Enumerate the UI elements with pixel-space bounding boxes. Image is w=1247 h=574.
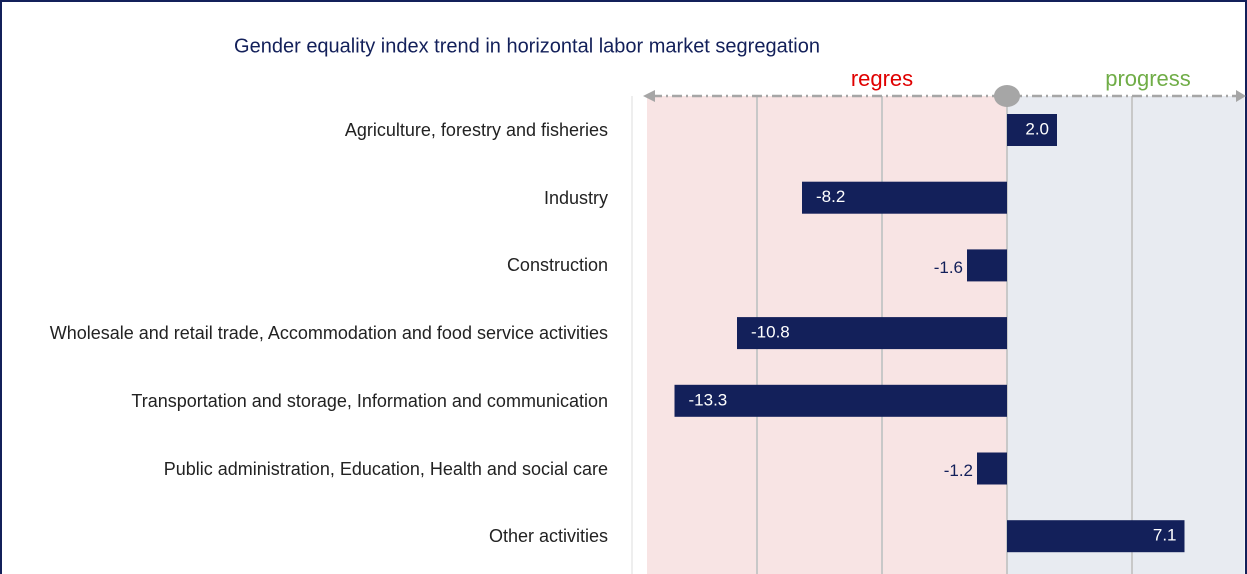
bar [674, 384, 1007, 417]
zero-marker [994, 85, 1020, 107]
bar [967, 249, 1007, 282]
category-label: Industry [543, 187, 608, 208]
category-label: Agriculture, forestry and fisheries [344, 120, 608, 140]
arrow-head-left [643, 90, 655, 102]
annotation: progress [1105, 66, 1191, 91]
chart-title: Gender equality index trend in horizonta… [234, 35, 820, 57]
data-label: -1.6 [934, 258, 963, 277]
annotation: regres [851, 66, 913, 91]
category-label: Transportation and storage, Information … [131, 390, 608, 411]
data-label: -1.2 [944, 461, 973, 480]
bar [1007, 114, 1057, 146]
progress-zone [1007, 96, 1245, 574]
category-label: Construction [506, 255, 608, 276]
bar [737, 317, 1007, 350]
data-label: 7.1 [1153, 526, 1177, 545]
bar [802, 181, 1007, 214]
category-label: Public administration, Education, Health… [163, 458, 608, 479]
data-label: -10.8 [751, 323, 790, 342]
category-label: Wholesale and retail trade, Accommodatio… [49, 323, 608, 344]
bar [977, 452, 1007, 485]
data-label: -8.2 [816, 187, 845, 206]
data-label: 2.0 [1025, 119, 1049, 138]
data-label: -13.3 [689, 390, 728, 409]
bar [1007, 520, 1185, 553]
category-label: Other activities [488, 526, 608, 547]
arrow-head-right [1236, 90, 1246, 102]
